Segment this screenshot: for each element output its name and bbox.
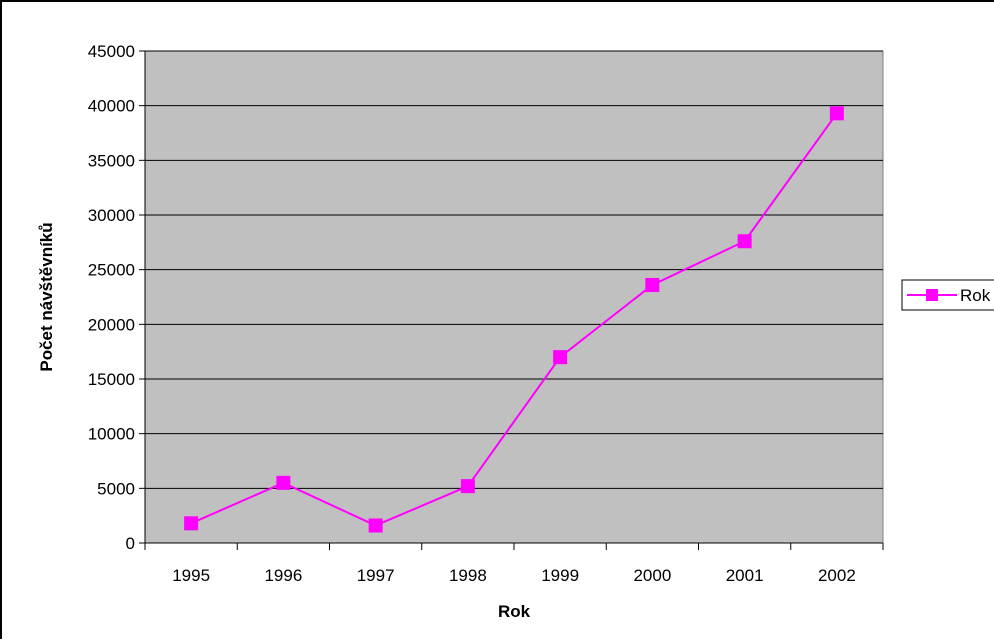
data-point-marker — [645, 277, 660, 292]
y-tick-label: 0 — [126, 534, 135, 553]
y-tick-labels: 0 5000 10000 15000 20000 25000 30000 35000 40000… — [88, 42, 145, 553]
data-point-marker — [460, 479, 475, 494]
y-tick-label: 40000 — [88, 97, 135, 116]
x-tick-label: 2001 — [726, 566, 764, 585]
gridlines — [145, 50, 883, 489]
x-tick-label: 2002 — [818, 566, 856, 585]
data-point-marker — [553, 350, 568, 365]
x-tick-label: 1997 — [357, 566, 395, 585]
legend-marker — [926, 289, 938, 301]
legend-label: Rok — [960, 286, 991, 305]
x-tick-label: 1996 — [264, 566, 302, 585]
data-point-marker — [184, 516, 199, 531]
y-tick-label: 35000 — [88, 151, 135, 170]
y-tick-label: 30000 — [88, 206, 135, 225]
x-tick-label: 1998 — [449, 566, 487, 585]
y-tick-label: 10000 — [88, 425, 135, 444]
y-tick-label: 5000 — [97, 479, 135, 498]
legend: Rok — [901, 279, 994, 311]
y-tick-label: 20000 — [88, 315, 135, 334]
y-axis-title: Počet návštěvníků — [37, 222, 56, 371]
data-point-marker — [829, 106, 844, 121]
data-point-marker — [276, 475, 291, 490]
y-tick-label: 25000 — [88, 261, 135, 280]
plot-area — [144, 50, 884, 544]
x-tick-label: 1995 — [172, 566, 210, 585]
x-tick-label: 2000 — [633, 566, 671, 585]
x-tick-labels: 1995 1996 1997 1998 1999 2000 2001 2002 — [144, 543, 884, 585]
series-line — [190, 112, 838, 527]
data-point-marker — [368, 518, 383, 533]
x-axis-title: Rok — [498, 602, 531, 621]
x-tick-label: 1999 — [541, 566, 579, 585]
y-tick-label: 45000 — [88, 42, 135, 61]
series-layer — [184, 106, 844, 533]
y-tick-label: 15000 — [88, 370, 135, 389]
data-point-marker — [737, 234, 752, 249]
